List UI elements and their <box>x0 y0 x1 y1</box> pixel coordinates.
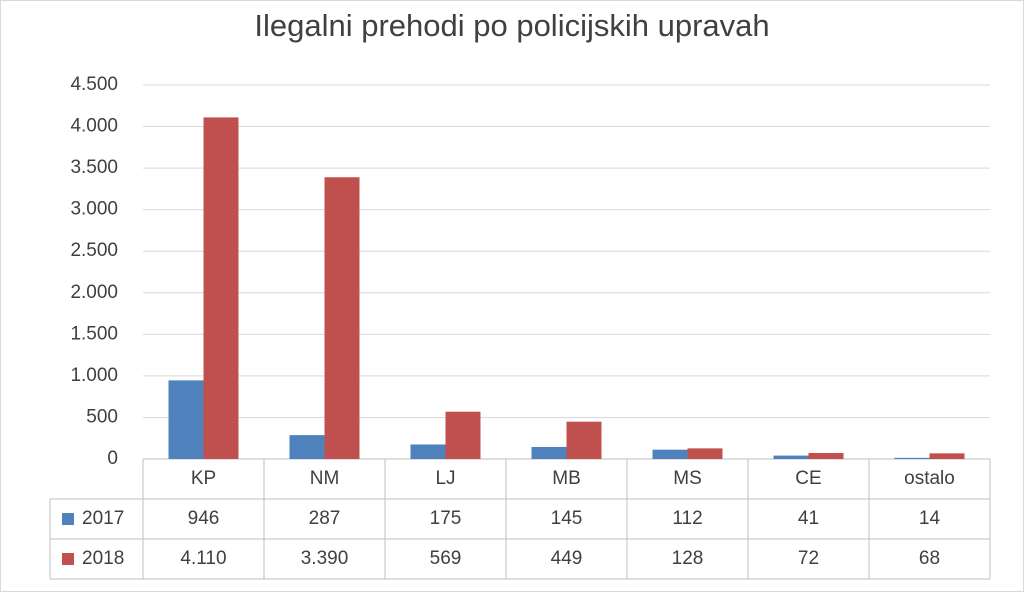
data-label: 68 <box>919 548 940 569</box>
data-label: 72 <box>798 548 819 569</box>
bar <box>324 177 360 459</box>
legend-swatch <box>62 553 74 565</box>
x-tick-label: MB <box>552 468 581 489</box>
data-label: 287 <box>309 508 341 529</box>
data-label: 41 <box>798 508 819 529</box>
data-label: 569 <box>430 548 462 569</box>
y-tick-label: 4.500 <box>70 74 118 95</box>
x-tick-label: LJ <box>435 468 455 489</box>
bar <box>203 117 239 459</box>
y-tick-label: 2.500 <box>70 240 118 261</box>
y-tick-label: 3.500 <box>70 157 118 178</box>
data-label: 175 <box>430 508 462 529</box>
y-tick-label: 4.000 <box>70 116 118 137</box>
x-tick-label: ostalo <box>904 468 955 489</box>
legend-label: 2017 <box>82 508 124 529</box>
y-tick-label: 0 <box>107 448 118 469</box>
data-label: 14 <box>919 508 941 529</box>
x-tick-label: KP <box>191 468 216 489</box>
bar <box>652 449 688 459</box>
x-tick-label: CE <box>795 468 821 489</box>
data-label: 128 <box>672 548 704 569</box>
data-label: 449 <box>551 548 583 569</box>
bar <box>168 380 204 459</box>
data-label: 112 <box>672 508 702 529</box>
bar <box>289 435 325 459</box>
y-tick-label: 500 <box>86 406 118 427</box>
y-tick-label: 1.500 <box>70 323 118 344</box>
data-label: 3.390 <box>301 548 349 569</box>
bar <box>894 457 930 459</box>
bar <box>566 421 602 459</box>
chart-title: Ilegalni prehodi po policijskih upravah <box>254 8 769 43</box>
x-tick-label: NM <box>310 468 340 489</box>
data-label: 145 <box>551 508 583 529</box>
y-tick-label: 2.000 <box>70 282 118 303</box>
bar <box>531 446 567 459</box>
data-label: 946 <box>188 508 220 529</box>
x-tick-label: MS <box>673 468 702 489</box>
bar <box>773 455 809 459</box>
y-tick-label: 3.000 <box>70 199 118 220</box>
data-label: 4.110 <box>180 548 226 569</box>
legend-label: 2018 <box>82 548 124 569</box>
bar <box>410 444 446 459</box>
bar <box>687 448 723 459</box>
bar <box>445 411 481 459</box>
bar <box>929 453 965 459</box>
y-tick-label: 1.000 <box>70 365 118 386</box>
legend-swatch <box>62 513 74 525</box>
bar <box>808 453 844 459</box>
